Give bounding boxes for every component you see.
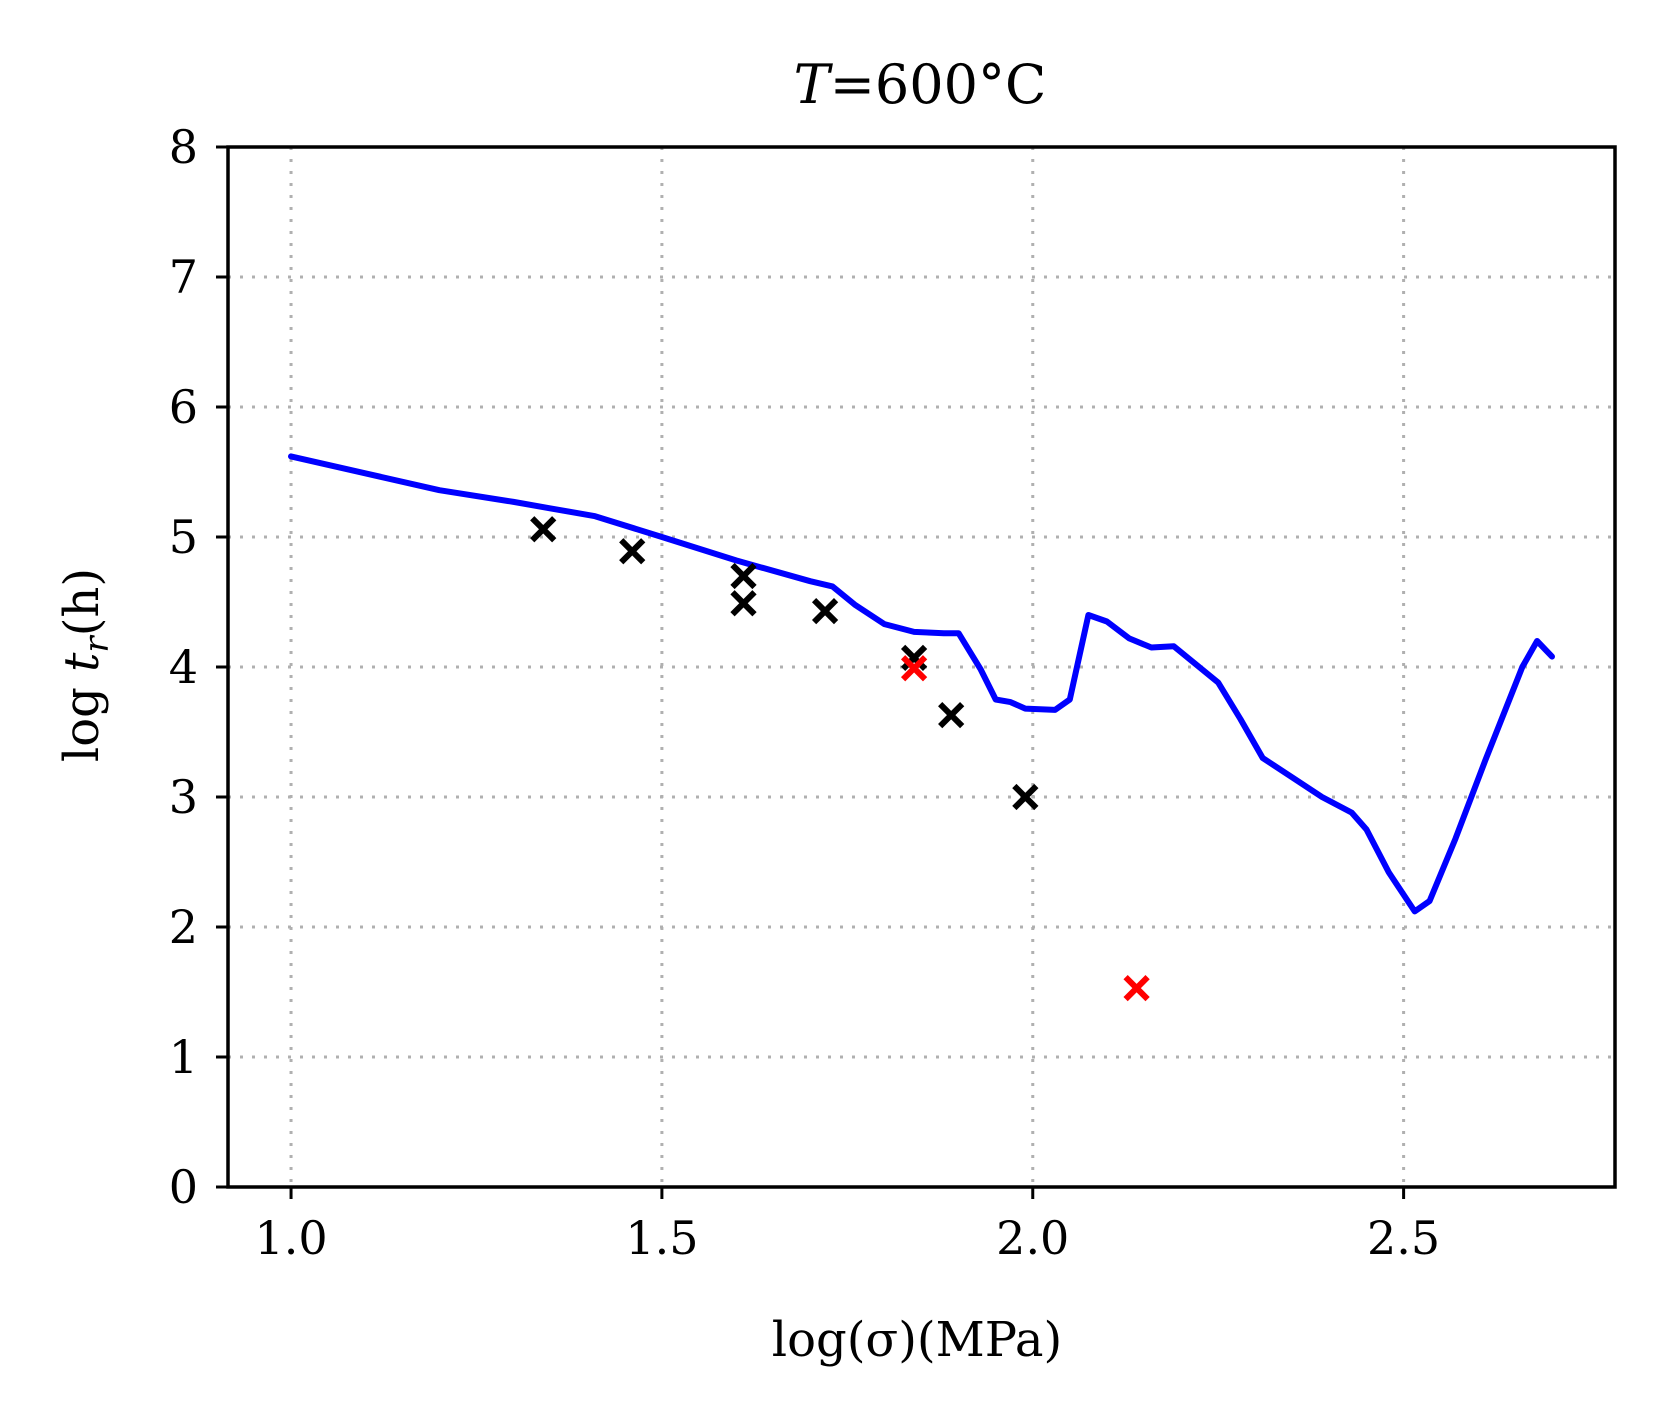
title-variable: T [794,53,834,116]
x-tick-label: 2.0 [996,1211,1069,1265]
series-line-model [288,453,1555,915]
y-tick-label: 4 [169,640,198,694]
ylabel-suffix: (h) [54,568,110,636]
y-tick-label: 7 [169,250,198,304]
y-tick-label: 0 [169,1160,198,1214]
ylabel-prefix: log [54,672,110,762]
y-tick-label: 5 [169,510,198,564]
data-point-black [938,701,965,729]
x-tick-label: 2.5 [1367,1211,1440,1265]
chart-title: T=600°C [794,53,1047,116]
data-point-black [730,590,757,617]
data-point-red [1123,974,1150,1002]
series-layer [288,453,1555,1002]
data-point-red [900,655,928,682]
x-tick-label: 1.0 [254,1211,327,1265]
ylabel-subscript: r [77,635,117,653]
x-axis-title: log(σ)(MPa) [772,1312,1063,1368]
data-point-black [811,597,839,625]
data-point-black [1012,783,1039,811]
y-axis-title: log tr(h) [54,568,117,762]
y-tick-label: 8 [169,120,198,174]
data-point-black [900,644,928,672]
ticks: 1.0 1.5 2.0 2.5 0 1 2 3 4 5 6 7 8 [169,120,1440,1265]
y-tick-label: 3 [169,770,198,824]
title-rest: =600°C [830,53,1047,116]
data-point-black [530,516,557,543]
y-tick-label: 6 [169,380,198,434]
data-point-black [619,538,646,565]
grid [228,147,1615,1187]
y-tick-label: 1 [169,1030,198,1084]
x-tick-label: 1.5 [625,1211,698,1265]
data-point-black [730,562,757,590]
ylabel-variable: t [54,652,110,672]
y-tick-label: 2 [169,900,198,954]
